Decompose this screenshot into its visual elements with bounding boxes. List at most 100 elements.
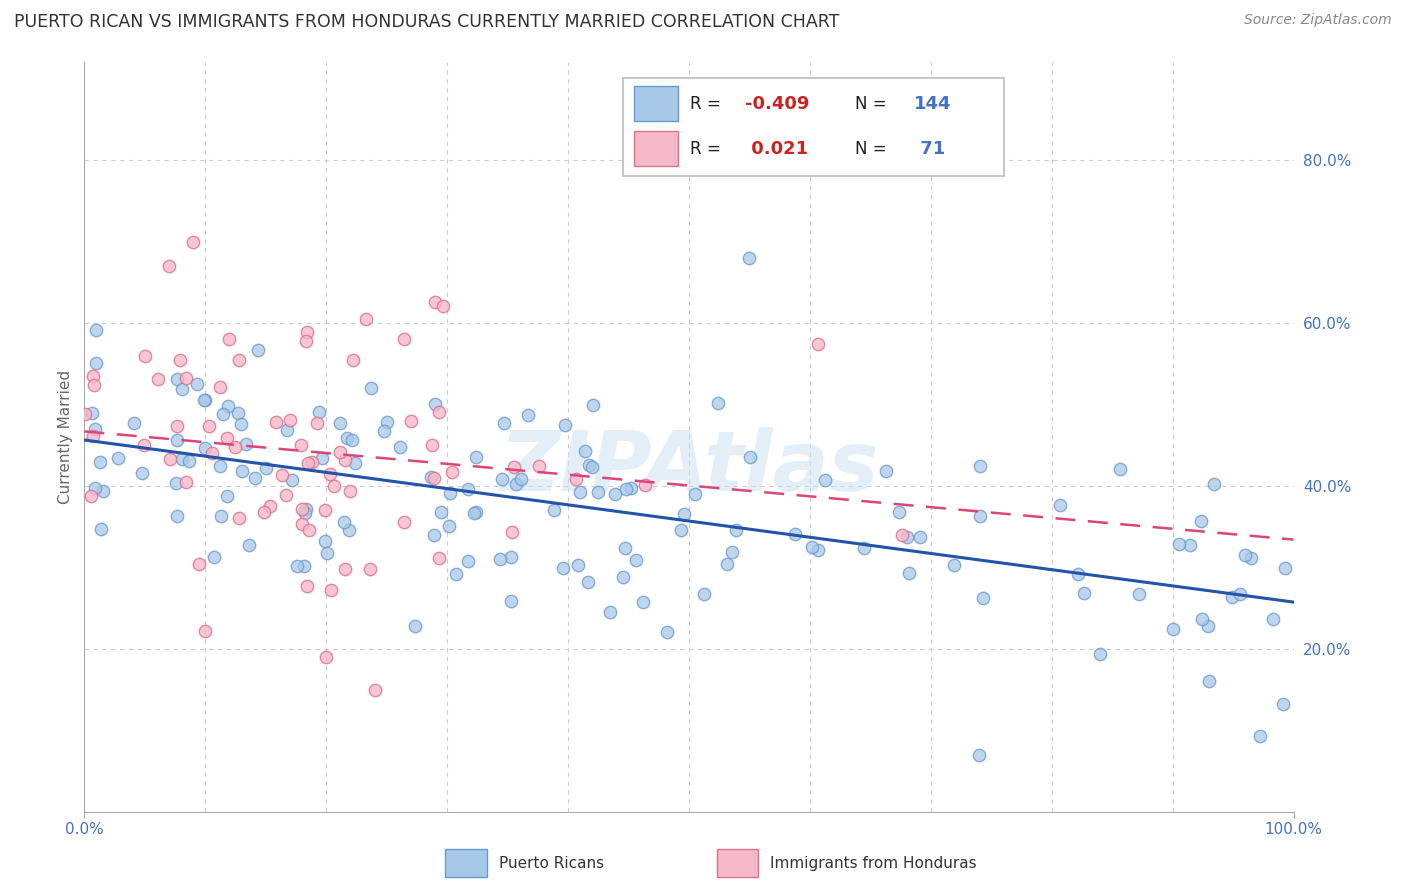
Text: 71: 71 bbox=[914, 140, 945, 158]
Point bbox=[174, 475, 197, 490]
Point bbox=[404, 618, 426, 632]
Point bbox=[972, 591, 994, 605]
Point bbox=[509, 472, 531, 486]
Point bbox=[208, 380, 231, 394]
Point bbox=[363, 682, 385, 697]
Point bbox=[179, 454, 201, 468]
Point bbox=[181, 235, 204, 249]
Point bbox=[517, 408, 540, 422]
Y-axis label: Currently Married: Currently Married bbox=[58, 370, 73, 504]
Text: 0.021: 0.021 bbox=[745, 140, 807, 158]
Point bbox=[392, 515, 415, 529]
Point bbox=[576, 574, 599, 589]
Point bbox=[423, 294, 446, 309]
Point bbox=[1233, 548, 1256, 562]
Point bbox=[740, 450, 762, 464]
Point bbox=[463, 506, 485, 520]
Point bbox=[316, 546, 339, 560]
Point bbox=[783, 527, 806, 541]
Point bbox=[738, 251, 761, 265]
Point bbox=[333, 453, 356, 467]
Point bbox=[457, 482, 479, 496]
Text: PUERTO RICAN VS IMMIGRANTS FROM HONDURAS CURRENTLY MARRIED CORRELATION CHART: PUERTO RICAN VS IMMIGRANTS FROM HONDURAS… bbox=[14, 13, 839, 31]
Point bbox=[90, 522, 112, 536]
Text: 144: 144 bbox=[914, 95, 952, 112]
Text: R =: R = bbox=[689, 140, 720, 158]
Point bbox=[278, 412, 301, 426]
Point bbox=[1204, 476, 1226, 491]
Point bbox=[427, 404, 450, 418]
Point bbox=[567, 558, 589, 572]
Point bbox=[89, 454, 111, 468]
Point bbox=[323, 479, 346, 493]
Point bbox=[1189, 514, 1212, 528]
Point bbox=[603, 487, 626, 501]
Point bbox=[165, 475, 187, 490]
Point bbox=[194, 624, 217, 639]
Point bbox=[1073, 586, 1095, 600]
Point bbox=[908, 530, 931, 544]
Point bbox=[166, 433, 188, 447]
Point bbox=[226, 406, 249, 420]
Point bbox=[228, 352, 250, 367]
Point bbox=[1240, 551, 1263, 566]
Point bbox=[193, 393, 215, 408]
Point bbox=[319, 583, 342, 598]
Bar bbox=[446, 849, 486, 877]
Point bbox=[501, 550, 523, 565]
Point bbox=[359, 561, 381, 575]
Point bbox=[198, 419, 221, 434]
Point bbox=[896, 530, 918, 544]
Point bbox=[235, 437, 257, 451]
Point bbox=[294, 334, 316, 349]
Point bbox=[305, 416, 328, 430]
Point bbox=[295, 501, 318, 516]
Point bbox=[132, 438, 155, 452]
Point bbox=[314, 534, 336, 549]
Point bbox=[328, 445, 350, 459]
Point bbox=[505, 476, 527, 491]
Point bbox=[887, 505, 910, 519]
Point bbox=[276, 423, 298, 437]
Point bbox=[721, 544, 744, 558]
Point bbox=[80, 489, 103, 503]
Point bbox=[491, 471, 513, 485]
Point bbox=[897, 566, 920, 580]
Point bbox=[1249, 729, 1271, 743]
Point bbox=[1220, 590, 1243, 604]
Point bbox=[852, 541, 875, 556]
Point bbox=[238, 538, 260, 552]
Point bbox=[1049, 498, 1071, 512]
Point bbox=[655, 624, 678, 639]
Point bbox=[337, 523, 360, 537]
Point bbox=[969, 458, 991, 473]
Point bbox=[301, 455, 323, 469]
Point bbox=[683, 487, 706, 501]
Point bbox=[354, 312, 377, 326]
Point bbox=[565, 472, 588, 486]
Point bbox=[429, 551, 451, 566]
Point bbox=[169, 353, 191, 368]
Point bbox=[339, 484, 361, 499]
Point bbox=[578, 458, 600, 472]
Point bbox=[252, 505, 274, 519]
Point bbox=[1261, 612, 1284, 626]
Point bbox=[439, 486, 461, 500]
Point bbox=[311, 451, 333, 466]
Point bbox=[620, 481, 643, 495]
Point bbox=[75, 407, 97, 421]
Point bbox=[375, 415, 398, 429]
Point bbox=[243, 471, 266, 485]
Text: N =: N = bbox=[855, 95, 886, 112]
Point bbox=[1067, 567, 1090, 582]
Point bbox=[1229, 586, 1251, 600]
Point bbox=[1128, 587, 1150, 601]
Point bbox=[166, 509, 188, 524]
Point bbox=[224, 440, 246, 454]
Point bbox=[633, 595, 655, 609]
Point bbox=[1271, 698, 1294, 712]
Point bbox=[298, 523, 321, 537]
Point bbox=[1178, 538, 1201, 552]
Point bbox=[318, 467, 340, 482]
Point bbox=[333, 515, 356, 529]
